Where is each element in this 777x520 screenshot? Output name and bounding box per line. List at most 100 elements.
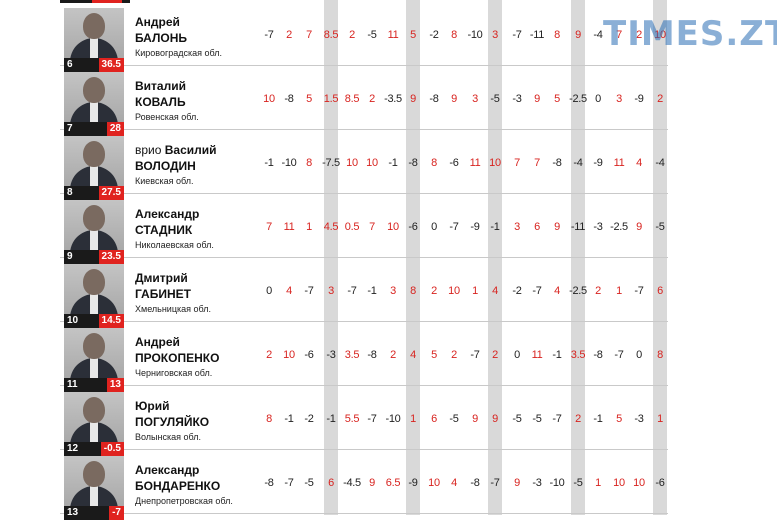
surname: КОВАЛЬ [135,95,186,109]
score-cell: 8 [431,157,437,169]
photo-shirt [90,230,98,250]
score-cell: -7 [264,29,274,41]
score-cell: -7 [634,285,644,297]
given-name: Василий [164,143,217,157]
score-cell: 3 [390,285,396,297]
score-cell: 7 [534,157,540,169]
score-cell: 0.5 [344,221,360,233]
score-cell: 1 [410,413,416,425]
score-cell: 5 [616,413,622,425]
person-photo [64,72,124,122]
score-cell: 8.5 [344,93,360,105]
total-score: 14.5 [98,314,124,328]
score-cell: 3.5 [570,349,586,361]
score-cell: 9 [410,93,416,105]
score-cell: 2 [492,349,498,361]
score-cell: 7 [369,221,375,233]
rank-number: 6 [67,59,73,70]
given-name: Дмитрий [135,271,188,285]
score-cell: -3 [512,93,522,105]
score-cell: -8 [284,93,294,105]
score-cell: -3 [532,477,542,489]
rank-badge: 8 27.5 [64,186,124,200]
score-cell: -4 [573,157,583,169]
score-cell: 2 [636,29,642,41]
score-cell: 10 [613,477,625,489]
score-cell: 11 [531,349,543,361]
score-cell: -10 [467,29,483,41]
score-cell: -4 [593,29,603,41]
score-cell: 9 [514,477,520,489]
score-cell: 3 [492,29,498,41]
score-cell: 0 [266,285,272,297]
region: Волынская обл. [135,432,202,442]
score-cell: 3 [514,221,520,233]
surname: СТАДНИК [135,223,193,237]
score-cell: -8 [367,349,377,361]
score-cell: 10 [448,285,460,297]
photo-shirt [90,38,98,58]
score-cell: -2.5 [610,221,628,233]
photo-head [83,77,105,103]
surname: ПОГУЛЯЙКО [135,415,210,429]
score-cell: 11 [283,221,295,233]
score-cell: -3 [634,413,644,425]
score-cell: -1 [326,413,336,425]
score-cell: 1 [616,285,622,297]
table-row: 12 -0.5 Юрий ПОГУЛЯЙКО Волынская обл. 8 -1 -2 -1… [60,387,668,456]
photo-shirt [90,358,98,378]
person-photo [64,392,124,442]
rank-badge: 9 23.5 [64,250,124,264]
table-row: 9 23.5 Александр СТАДНИК Николаевская обл. 7 1… [60,195,668,264]
score-cell: 2 [286,29,292,41]
score-cell: 8 [554,29,560,41]
given-name-line: Юрий [135,399,169,413]
score-cell: -3 [326,349,336,361]
score-cell: 10 [654,29,666,41]
given-name-line: Дмитрий [135,271,188,285]
photo-head [83,205,105,231]
given-name-line: Александр [135,207,199,221]
score-cell: -5 [304,477,314,489]
rank-badge: 6 36.5 [64,58,124,72]
score-cell: 10 [346,157,358,169]
score-cell: -8 [470,477,480,489]
surname: БОНДАРЕНКО [135,479,221,493]
rank-badge: 11 13 [64,378,124,392]
score-cell: 0 [636,349,642,361]
given-name-line: Андрей [135,15,180,29]
photo-head [83,269,105,295]
given-name-line: врио Василий [135,143,217,157]
score-cell: 10 [489,157,501,169]
score-cell: 10 [263,93,275,105]
score-cell: -6 [449,157,459,169]
score-cell: 10 [633,477,645,489]
score-cell: 2 [349,29,355,41]
score-cell: -9 [593,157,603,169]
score-cell: -2 [304,413,314,425]
photo-shirt [90,166,98,186]
photo-shirt [90,422,98,442]
score-cell: 6 [657,285,663,297]
region: Кировоградская обл. [135,48,223,58]
photo-head [83,333,105,359]
region: Ровенская обл. [135,112,199,122]
score-cell: -5 [490,93,500,105]
score-cell: -8 [408,157,418,169]
photo-head [83,13,105,39]
rank-number: 8 [67,187,73,198]
score-cell: -5 [573,477,583,489]
score-cell: 4 [492,285,498,297]
score-cell: -3 [593,221,603,233]
photo-shirt [90,486,98,506]
score-cell: -5 [512,413,522,425]
score-cell: -5 [655,221,665,233]
table-row: 6 36.5 Андрей БАЛОНЬ Кировоградская обл. -7 2 7… [60,3,668,72]
score-cell: -4.5 [343,477,361,489]
score-cell: 2 [369,93,375,105]
score-cell: -8 [552,157,562,169]
given-name-line: Виталий [135,79,186,93]
score-cell: -8 [593,349,603,361]
score-cell: -4 [655,157,665,169]
score-cell: 9 [554,221,560,233]
